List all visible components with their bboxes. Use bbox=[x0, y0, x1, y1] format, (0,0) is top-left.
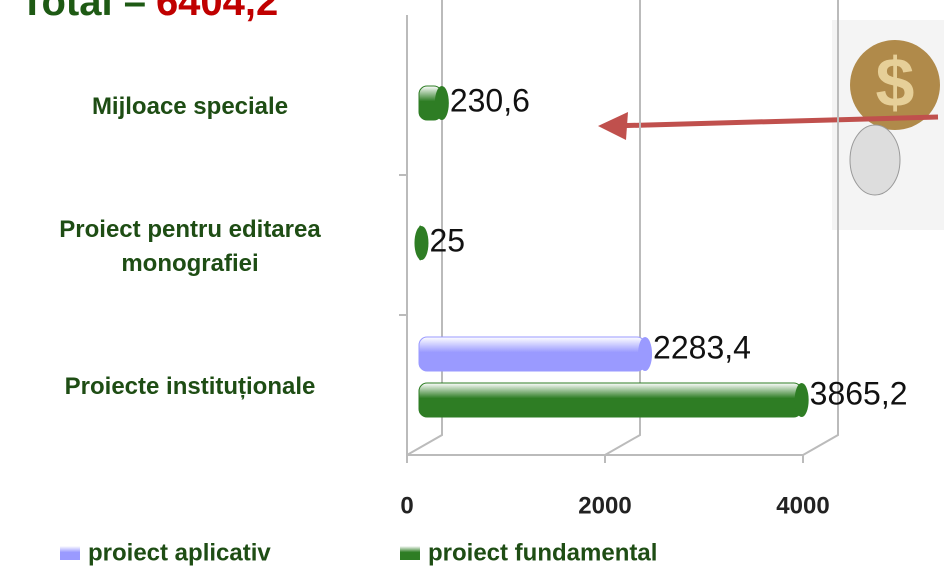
legend-label: proiect aplicativ bbox=[88, 539, 271, 566]
chart-title: Total – 6404,2 bbox=[20, 0, 278, 24]
title-text: Total – bbox=[20, 0, 146, 24]
bar-cap bbox=[414, 226, 428, 260]
y-tick-label: Proiect pentru editarea monografiei bbox=[5, 213, 375, 281]
clipart: $ bbox=[832, 20, 944, 230]
total-label: 6404,2 bbox=[156, 0, 278, 24]
chart-svg: Total – 6404,2 $ 0 2000 4000 230,6 25 2283,4 38… bbox=[0, 0, 944, 574]
data-label: 230,6 bbox=[450, 82, 530, 118]
bar-cap bbox=[638, 337, 652, 371]
data-label: 2283,4 bbox=[653, 329, 751, 365]
dollar-glyph: $ bbox=[876, 43, 915, 121]
legend-marker bbox=[400, 546, 420, 560]
legend-marker bbox=[60, 546, 80, 560]
bar bbox=[419, 337, 645, 371]
y-tick-label: Proiecte instituționale bbox=[5, 370, 375, 404]
figure bbox=[850, 125, 900, 195]
data-label: 25 bbox=[429, 222, 465, 258]
x-tick-label: 0 bbox=[400, 492, 413, 519]
y-tick-label: Mijloace speciale bbox=[5, 90, 375, 124]
bar-cap bbox=[795, 383, 809, 417]
chart: Total – 6404,2 $ 0 2000 4000 230,6 25 2283,4 38… bbox=[0, 0, 944, 574]
x-tick-label: 4000 bbox=[776, 492, 829, 519]
arrow-head bbox=[598, 112, 628, 140]
x-tick-label: 2000 bbox=[578, 492, 631, 519]
bar bbox=[419, 383, 802, 417]
legend-label: proiect fundamental bbox=[428, 539, 657, 566]
data-label: 3865,2 bbox=[810, 375, 908, 411]
bar-cap bbox=[435, 86, 449, 120]
